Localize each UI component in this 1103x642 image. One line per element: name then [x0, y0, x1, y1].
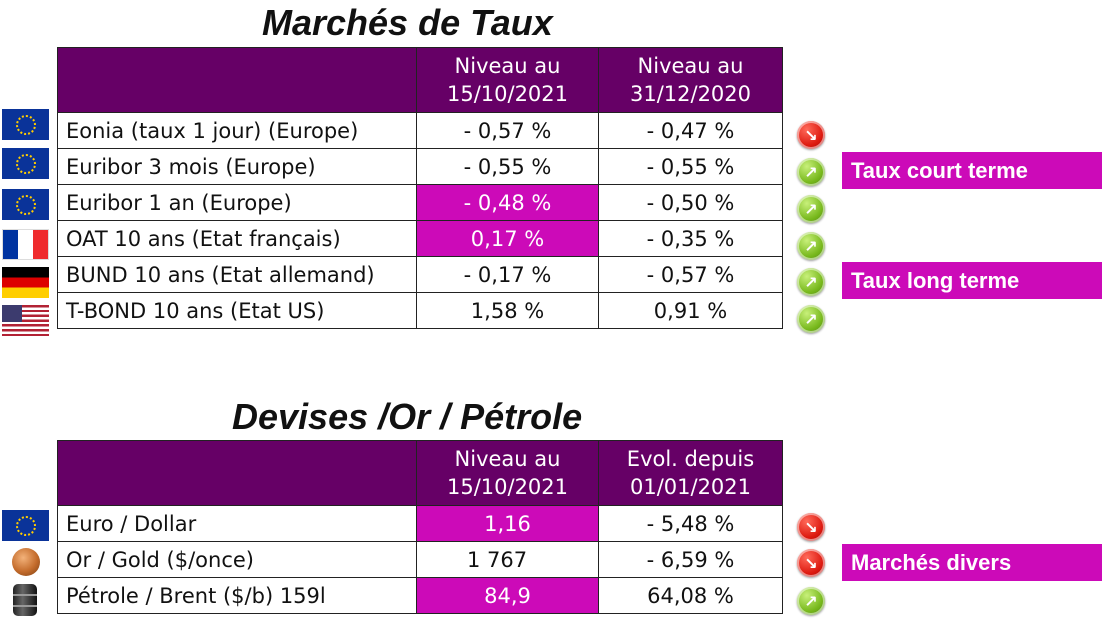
rates-title: Marchés de Taux: [262, 2, 553, 43]
tag-short-term: Taux court terme: [842, 152, 1102, 189]
row-label: Euribor 3 mois (Europe): [57, 148, 417, 185]
misc-header-col2: Evol. depuis 01/01/2021: [598, 440, 783, 506]
row-label: Or / Gold ($/once): [57, 541, 417, 578]
row-value-previous: - 0,47 %: [598, 112, 783, 149]
row-value-current: - 0,55 %: [416, 148, 599, 185]
misc-title: Devises /Or / Pétrole: [232, 396, 583, 437]
row-value-previous: - 0,55 %: [598, 148, 783, 185]
row-label: Pétrole / Brent ($/b) 159l: [57, 577, 417, 614]
gold-coin-icon: [12, 548, 40, 576]
oil-barrel-icon: [13, 584, 37, 616]
row-label: Euro / Dollar: [57, 505, 417, 542]
france-flag-icon: [2, 229, 49, 260]
eu-flag-icon: [2, 148, 49, 179]
table-row: Eonia (taux 1 jour) (Europe) - 0,57 % - …: [57, 112, 783, 149]
row-label: OAT 10 ans (Etat français): [57, 220, 417, 257]
row-value-previous: 0,91 %: [598, 292, 783, 329]
eu-flag-icon: [2, 510, 49, 541]
table-row: Euribor 1 an (Europe) - 0,48 % - 0,50 %: [57, 184, 783, 221]
table-row: BUND 10 ans (Etat allemand) - 0,17 % - 0…: [57, 256, 783, 293]
tag-long-term: Taux long terme: [842, 262, 1102, 299]
row-value-previous: - 0,57 %: [598, 256, 783, 293]
misc-table: Niveau au 15/10/2021 Evol. depuis 01/01/…: [57, 440, 783, 614]
row-value-current-highlight: 0,17 %: [416, 220, 599, 257]
row-value-previous: - 0,35 %: [598, 220, 783, 257]
row-value-current: - 0,17 %: [416, 256, 599, 293]
trend-down-icon: ↘: [797, 513, 825, 541]
trend-up-icon: ↗: [797, 195, 825, 223]
table-row: OAT 10 ans (Etat français) 0,17 % - 0,35…: [57, 220, 783, 257]
trend-down-icon: ↘: [797, 549, 825, 577]
misc-header-blank: [57, 440, 417, 506]
tag-misc-markets: Marchés divers: [842, 544, 1102, 581]
eu-flag-icon: [2, 189, 49, 220]
table-row: Pétrole / Brent ($/b) 159l 84,9 64,08 %: [57, 577, 783, 614]
rates-header-col1: Niveau au 15/10/2021: [416, 47, 599, 113]
table-row: Or / Gold ($/once) 1 767 - 6,59 %: [57, 541, 783, 578]
row-label: T-BOND 10 ans (Etat US): [57, 292, 417, 329]
rates-header-blank: [57, 47, 417, 113]
row-value-previous: - 0,50 %: [598, 184, 783, 221]
trend-up-icon: ↗: [797, 587, 825, 615]
row-value-current-highlight: 1,16: [416, 505, 599, 542]
table-row: Euro / Dollar 1,16 - 5,48 %: [57, 505, 783, 542]
row-value-current: - 0,57 %: [416, 112, 599, 149]
row-value-change: - 6,59 %: [598, 541, 783, 578]
rates-header-col2: Niveau au 31/12/2020: [598, 47, 783, 113]
trend-down-icon: ↘: [797, 121, 825, 149]
row-value-change: 64,08 %: [598, 577, 783, 614]
trend-up-icon: ↗: [797, 305, 825, 333]
trend-up-icon: ↗: [797, 158, 825, 186]
row-value-current: 1 767: [416, 541, 599, 578]
row-label: Eonia (taux 1 jour) (Europe): [57, 112, 417, 149]
row-value-current-highlight: - 0,48 %: [416, 184, 599, 221]
us-flag-icon: [2, 305, 49, 336]
row-value-current-highlight: 84,9: [416, 577, 599, 614]
table-row: T-BOND 10 ans (Etat US) 1,58 % 0,91 %: [57, 292, 783, 329]
row-value-change: - 5,48 %: [598, 505, 783, 542]
row-value-current: 1,58 %: [416, 292, 599, 329]
misc-header-row: Niveau au 15/10/2021 Evol. depuis 01/01/…: [57, 440, 783, 506]
row-label: BUND 10 ans (Etat allemand): [57, 256, 417, 293]
rates-header-row: Niveau au 15/10/2021 Niveau au 31/12/202…: [57, 47, 783, 113]
table-row: Euribor 3 mois (Europe) - 0,55 % - 0,55 …: [57, 148, 783, 185]
germany-flag-icon: [2, 267, 49, 298]
eu-flag-icon: [2, 109, 49, 140]
misc-header-col1: Niveau au 15/10/2021: [416, 440, 599, 506]
trend-up-icon: ↗: [797, 268, 825, 296]
row-label: Euribor 1 an (Europe): [57, 184, 417, 221]
trend-up-icon: ↗: [797, 232, 825, 260]
rates-table: Niveau au 15/10/2021 Niveau au 31/12/202…: [57, 47, 783, 329]
